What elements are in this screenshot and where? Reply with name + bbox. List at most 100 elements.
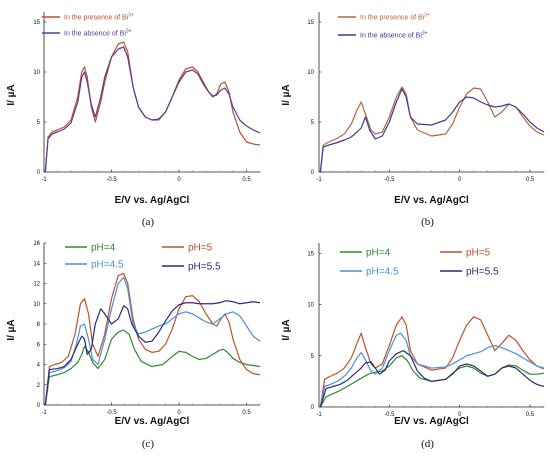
y-axis-label: I/ µA: [6, 319, 17, 340]
series-line-2: [319, 88, 545, 173]
series-line-4: [44, 300, 261, 406]
x-tick-label: -0.5: [106, 410, 117, 416]
y-tick-label: 15: [307, 20, 314, 26]
legend-label: pH=5.5: [466, 267, 499, 278]
legend-label-text: pH=5.5: [188, 262, 221, 273]
legend-label: In the presence of Bi3+: [360, 13, 430, 22]
y-tick-label: 6: [37, 342, 41, 348]
x-tick-label: -1: [41, 177, 47, 183]
legend-label-text: pH=5: [188, 243, 213, 254]
legend-label-text: In the presence of Bi: [360, 15, 425, 22]
x-tick-label: -0.5: [106, 177, 117, 183]
y-tick-label: 2: [37, 383, 41, 389]
legend-label-text: pH=5: [466, 248, 491, 259]
legend-label-text: pH=4.5: [91, 260, 124, 271]
legend-label: In the absence of Bi3+: [64, 29, 132, 38]
legend-item-3: pH=4.5: [65, 260, 124, 271]
series-line-1: [44, 41, 261, 173]
x-axis-label: E/V vs. Ag/AgCl: [394, 195, 469, 206]
legend-label: pH=4.5: [366, 267, 399, 278]
x-tick-label: 0: [458, 412, 462, 418]
series-line-1: [44, 329, 261, 406]
x-tick-label: -0.5: [384, 412, 395, 418]
y-tick-label: 16: [33, 241, 40, 247]
x-tick-label: 0.5: [242, 410, 251, 416]
legend-item-2: pH=5: [162, 243, 213, 254]
series-line-2: [44, 46, 261, 173]
legend-label: pH=4: [91, 243, 116, 254]
legend-label: In the presence of Bi3+: [64, 13, 134, 22]
y-tick-label: 10: [33, 70, 40, 76]
legend-item-2: pH=5: [440, 248, 491, 259]
series-line-3: [319, 332, 545, 408]
chart-panel-3: 0 2 4 6 8 10 12 14 16 -1 -0.5 0 0.5 I/ µA E/V vs. Ag/A…: [6, 241, 261, 450]
series-line-1: [319, 86, 545, 173]
x-axis-label: E/V vs. Ag/AgCl: [115, 416, 190, 427]
legend-item-2: In the absence of Bi3+: [42, 29, 132, 38]
y-tick-label: 0: [311, 170, 315, 176]
y-axis-label: I/ µA: [281, 84, 292, 105]
chart-panel-1: 0 5 10 15 -1 -0.5 0 0.5 I/ µA E/V vs. Ag/AgCl (a) I…: [6, 12, 261, 228]
y-tick-label: 0: [37, 170, 41, 176]
series-line-3: [44, 276, 261, 406]
legend-label: In the absence of Bi3+: [360, 31, 428, 40]
legend-label-text: pH=4.5: [366, 267, 399, 278]
x-tick-label: 0: [177, 410, 181, 416]
x-tick-label: -1: [41, 410, 47, 416]
y-tick-label: 5: [311, 354, 315, 360]
x-axis-label: E/V vs. Ag/AgCl: [115, 195, 190, 206]
y-tick-label: 8: [37, 322, 41, 328]
legend-label: pH=5.5: [188, 262, 221, 273]
y-tick-label: 12: [33, 282, 40, 288]
x-tick-label: 0: [177, 177, 181, 183]
legend-item-4: pH=5.5: [440, 267, 499, 278]
legend-item-3: pH=4.5: [340, 267, 399, 278]
panel-label: (a): [142, 216, 155, 228]
y-axis-label: I/ µA: [281, 319, 292, 340]
series-line-2: [319, 316, 545, 408]
y-tick-label: 0: [37, 403, 41, 409]
legend-label-text: pH=5.5: [466, 267, 499, 278]
y-tick-label: 15: [307, 251, 314, 257]
legend-label-text: pH=4: [366, 248, 391, 259]
legend-label-text: In the presence of Bi: [64, 15, 129, 22]
y-tick-label: 10: [307, 70, 314, 76]
x-axis-label: E/V vs. Ag/AgCl: [394, 416, 469, 427]
y-tick-label: 5: [311, 120, 315, 126]
panel-label: (c): [142, 438, 155, 450]
legend-label: pH=4: [366, 248, 391, 259]
legend-label-text: pH=4: [91, 243, 116, 254]
legend-label-superscript: 3+: [128, 13, 134, 19]
y-tick-label: 15: [33, 20, 40, 26]
x-tick-label: -1: [316, 412, 322, 418]
y-tick-label: 14: [33, 261, 40, 267]
chart-panel-2: 0 5 10 15 -1 -0.5 0 0.5 I/ µA E/V vs. Ag/AgCl (b) I…: [281, 12, 545, 228]
series-line-4: [319, 350, 545, 408]
legend-item-2: In the absence of Bi3+: [338, 31, 428, 40]
y-tick-label: 10: [307, 303, 314, 309]
x-tick-label: 0.5: [242, 177, 251, 183]
legend-label: pH=5: [188, 243, 213, 254]
panel-label: (d): [421, 438, 434, 450]
x-tick-label: 0.5: [526, 177, 535, 183]
chart-panel-4: 0 5 10 15 -1 -0.5 0 0.5 I/ µA E/V vs. Ag/AgCl (d) p…: [281, 243, 545, 450]
legend-label-superscript: 3+: [422, 31, 428, 37]
y-tick-label: 10: [33, 302, 40, 308]
legend-label-text: In the absence of Bi: [64, 31, 126, 38]
legend-item-1: pH=4: [65, 243, 116, 254]
legend-label-text: In the absence of Bi: [360, 33, 422, 40]
series-line-1: [319, 355, 545, 408]
legend-label: pH=5: [466, 248, 491, 259]
panel-label: (b): [421, 216, 434, 228]
y-tick-label: 4: [37, 363, 41, 369]
x-tick-label: 0.5: [526, 412, 535, 418]
y-axis-label: I/ µA: [6, 84, 17, 105]
legend-item-1: In the presence of Bi3+: [338, 13, 430, 22]
x-tick-label: -0.5: [384, 177, 395, 183]
y-tick-label: 5: [37, 120, 41, 126]
legend-label: pH=4.5: [91, 260, 124, 271]
legend-label-superscript: 3+: [126, 29, 132, 35]
legend-item-1: pH=4: [340, 248, 391, 259]
legend-item-4: pH=5.5: [162, 262, 221, 273]
